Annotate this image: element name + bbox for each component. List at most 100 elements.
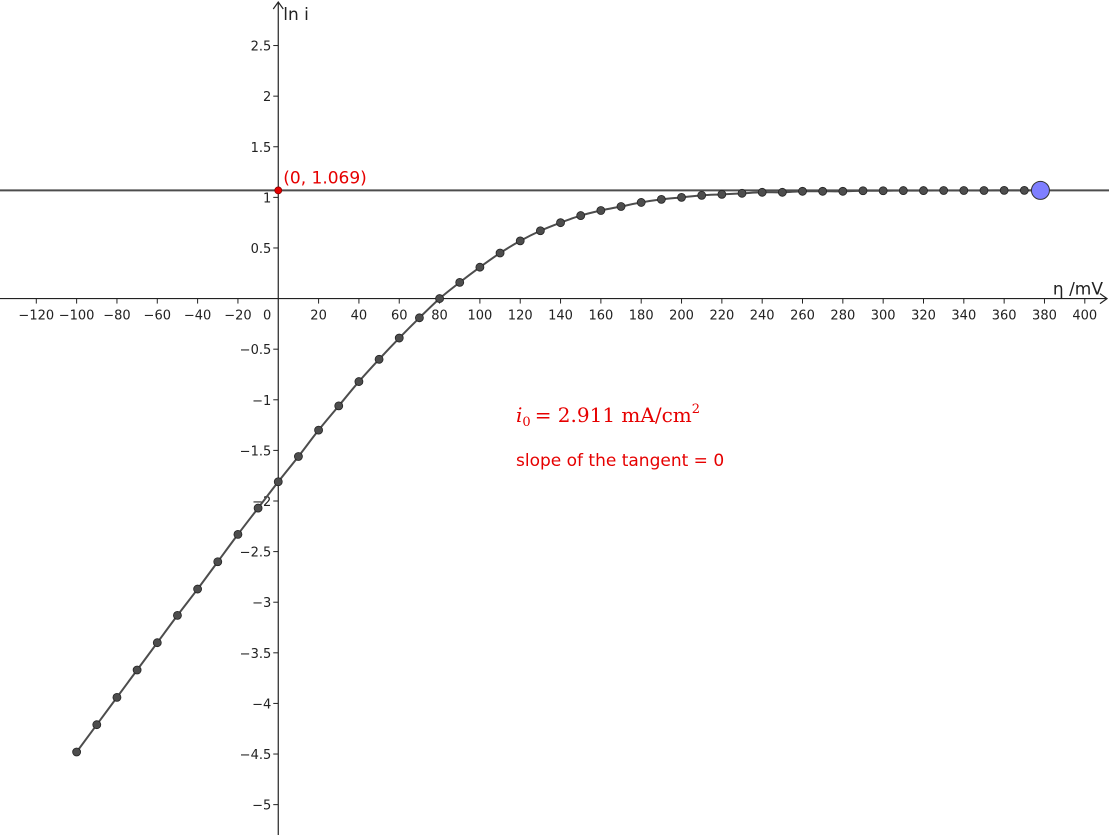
data-point — [616, 202, 626, 211]
x-tick-label: −60 — [144, 309, 171, 324]
data-point — [132, 665, 142, 675]
slope-annotation: slope of the tangent = 0 — [516, 451, 724, 471]
data-point — [435, 294, 444, 303]
data-point — [193, 584, 203, 594]
x-axis-arrow — [1099, 293, 1109, 305]
x-tick-label: 80 — [431, 309, 448, 324]
fitted-curve — [75, 189, 1041, 753]
x-tick-label: 380 — [1032, 309, 1057, 324]
x-tick-label: −40 — [184, 309, 211, 324]
intercept-point-label: (0, 1.069) — [283, 168, 367, 188]
i0-superscript: 2 — [692, 402, 700, 417]
x-tick-label: 260 — [790, 309, 815, 324]
y-tick-label: 1 — [263, 191, 271, 206]
special-points-group — [274, 180, 1050, 200]
data-point — [475, 262, 485, 272]
y-axis-arrow — [272, 0, 284, 10]
x-tick-label: 360 — [992, 309, 1017, 324]
x-tick-label: −20 — [224, 309, 251, 324]
y-tick-label: 2.5 — [251, 40, 272, 55]
y-tick-label: −1 — [252, 394, 271, 409]
y-tick-label: 1.5 — [251, 141, 272, 156]
data-point — [919, 186, 928, 195]
x-tick-label: 200 — [669, 309, 694, 324]
x-tick-label: 40 — [351, 309, 368, 324]
x-tick-label: 280 — [830, 309, 855, 324]
data-point — [939, 186, 949, 195]
data-point — [677, 192, 686, 202]
origin-tick-label: 0 — [263, 309, 271, 324]
fitted-curve-group — [75, 189, 1041, 753]
x-tick-label: 120 — [508, 309, 533, 324]
data-point — [757, 187, 767, 197]
data-point — [959, 186, 969, 195]
intercept-point — [274, 186, 283, 195]
data-point — [838, 186, 848, 196]
x-tick-label: 300 — [871, 309, 896, 324]
data-point — [173, 610, 182, 620]
y-tick-label: 2 — [263, 90, 271, 105]
data-points-group — [72, 185, 1029, 757]
y-tick-label: −0.5 — [240, 343, 272, 358]
y-tick-label: −4 — [252, 697, 271, 712]
data-point — [818, 186, 828, 196]
data-point — [878, 186, 888, 196]
data-point — [72, 747, 82, 757]
y-tick-label: −4.5 — [240, 748, 272, 763]
data-point — [979, 186, 989, 195]
tangent-point — [1030, 180, 1050, 200]
x-tick-label: 240 — [750, 309, 775, 324]
y-tick-label: 0.5 — [251, 242, 272, 257]
data-point — [515, 236, 525, 246]
data-point — [898, 186, 908, 195]
data-point — [596, 206, 606, 215]
x-tick-label: 100 — [467, 309, 492, 324]
data-point — [294, 452, 303, 461]
data-point — [535, 226, 545, 236]
x-tick-label: 320 — [911, 309, 936, 324]
exchange-current-formula: i0 = 2.911 mA/cm2 — [516, 402, 700, 430]
i0-symbol: i — [516, 403, 522, 427]
data-point — [737, 188, 747, 198]
data-point — [576, 211, 586, 220]
x-tick-label: −120 — [18, 309, 54, 324]
y-tick-label: −2.5 — [240, 546, 272, 561]
x-tick-label: 60 — [391, 309, 408, 324]
data-point — [858, 186, 868, 196]
i0-value: = 2.911 mA/cm — [535, 403, 692, 427]
y-tick-label: −1.5 — [240, 444, 272, 459]
x-tick-label: 20 — [310, 309, 327, 324]
data-point — [495, 248, 505, 258]
y-axis-label: ln i — [283, 5, 309, 25]
data-point — [314, 425, 323, 435]
data-point — [656, 194, 666, 204]
y-tick-label: −3 — [252, 596, 271, 611]
x-tick-label: −80 — [103, 309, 130, 324]
data-point — [273, 477, 283, 487]
data-point — [1019, 185, 1029, 195]
x-tick-label: 340 — [951, 309, 976, 324]
x-tick-label: 400 — [1072, 309, 1097, 324]
data-point — [777, 187, 787, 197]
data-point — [556, 218, 565, 228]
y-tick-label: −3.5 — [240, 647, 272, 662]
data-point — [455, 277, 465, 287]
data-point — [213, 557, 223, 567]
x-tick-label: 180 — [629, 309, 654, 324]
data-point — [415, 313, 424, 323]
data-point — [253, 503, 263, 513]
y-tick-label: −5 — [252, 799, 271, 814]
data-point — [999, 185, 1009, 195]
data-point — [697, 190, 707, 200]
data-point — [354, 377, 364, 386]
data-point — [394, 333, 404, 343]
data-point — [798, 186, 807, 196]
data-point — [374, 354, 384, 364]
x-tick-label: 220 — [709, 309, 734, 324]
x-tick-label: −100 — [59, 309, 95, 324]
data-point — [152, 638, 162, 648]
data-point — [233, 530, 243, 539]
i0-subscript: 0 — [522, 415, 530, 430]
x-tick-label: 140 — [548, 309, 573, 324]
